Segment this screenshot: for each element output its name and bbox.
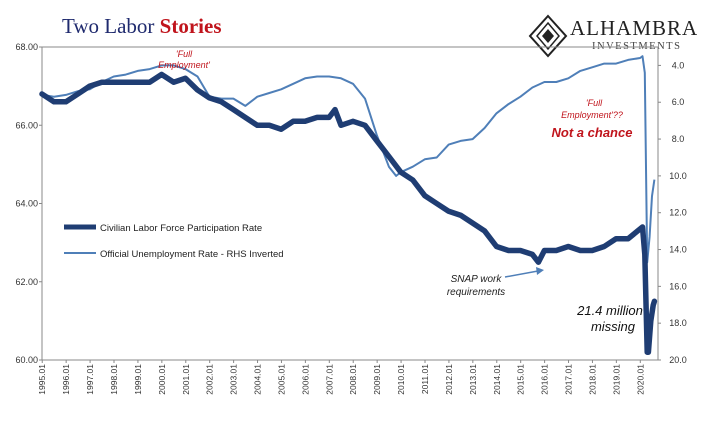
x-tick-label: 2000.01 — [157, 364, 167, 395]
x-tick-label: 2015.01 — [516, 364, 526, 395]
x-tick-label: 1996.01 — [61, 364, 71, 395]
logo-name: ALHAMBRA — [570, 16, 699, 40]
x-tick-label: 2008.01 — [348, 364, 358, 395]
x-tick-label: 2010.01 — [396, 364, 406, 395]
annotation-snap-arrow-line — [504, 270, 539, 278]
y-left-tick-label: 66.00 — [15, 120, 38, 130]
y-right-tick-label: 12.0 — [669, 208, 687, 218]
annotation-snap-line1: SNAP work — [451, 274, 503, 285]
x-tick-label: 2014.01 — [492, 364, 502, 395]
x-tick-label: 2005.01 — [276, 364, 286, 395]
annotation-snap-line2: requirements — [447, 287, 505, 298]
y-left-tick-label: 60.00 — [15, 355, 38, 365]
x-tick-label: 2006.01 — [300, 364, 310, 395]
annotation-snap-arrow-head — [536, 267, 544, 275]
annotation-full-employment-q-line2: Employment'?? — [561, 110, 623, 120]
annotation-missing-line1: 21.4 million — [576, 303, 643, 318]
y-right-tick-label: 16.0 — [669, 281, 687, 291]
y-right-tick-label: 20.0 — [669, 355, 687, 365]
title-part-2: Stories — [159, 14, 222, 38]
y-right-tick-label: 18.0 — [669, 318, 687, 328]
x-tick-label: 1999.01 — [133, 364, 143, 395]
y-right-tick-label: 4.0 — [672, 60, 685, 70]
annotation-full-employment-line1: 'Full — [176, 49, 193, 59]
series-line-participation — [39, 71, 658, 355]
x-tick-label: 2020.01 — [635, 364, 645, 395]
y-right-tick-label: 14.0 — [669, 245, 687, 255]
x-tick-label: 1998.01 — [109, 364, 119, 395]
x-tick-label: 1997.01 — [85, 364, 95, 395]
x-tick-label: 2004.01 — [253, 364, 263, 395]
x-tick-label: 2016.01 — [540, 364, 550, 395]
x-tick-label: 2002.01 — [205, 364, 215, 395]
x-tick-label: 1995.01 — [37, 364, 47, 395]
x-tick-label: 2003.01 — [229, 364, 239, 395]
annotation-full-employment-q-line1: 'Full — [586, 98, 603, 108]
y-left-tick-label: 62.00 — [15, 277, 38, 287]
x-tick-label: 2018.01 — [587, 364, 597, 395]
x-tick-label: 2001.01 — [181, 364, 191, 395]
x-tick-label: 2019.01 — [611, 364, 621, 395]
x-tick-label: 2011.01 — [420, 364, 430, 394]
y-left-tick-label: 68.00 — [15, 42, 38, 52]
legend-label-participation: Civilian Labor Force Participation Rate — [100, 223, 262, 234]
annotation-not-a-chance: Not a chance — [552, 125, 633, 140]
annotation-full-employment-line2: Employment' — [158, 60, 210, 70]
annotation-missing-line2: missing — [591, 319, 636, 334]
y-right-tick-label: 8.0 — [672, 134, 685, 144]
diamond-logo-icon — [528, 14, 568, 58]
x-tick-label: 2013.01 — [468, 364, 478, 395]
x-tick-label: 2009.01 — [372, 364, 382, 395]
x-tick-label: 2017.01 — [564, 364, 574, 395]
y-left-tick-label: 64.00 — [15, 199, 38, 209]
y-right-tick-label: 6.0 — [672, 97, 685, 107]
title-part-1: Two Labor — [62, 14, 160, 38]
legend-label-unemployment: Official Unemployment Rate - RHS Inverte… — [100, 249, 284, 260]
y-right-tick-label: 10.0 — [669, 171, 687, 181]
x-tick-label: 2007.01 — [324, 364, 334, 395]
x-tick-label: 2012.01 — [444, 364, 454, 395]
chart-title: Two Labor Stories — [62, 14, 222, 39]
